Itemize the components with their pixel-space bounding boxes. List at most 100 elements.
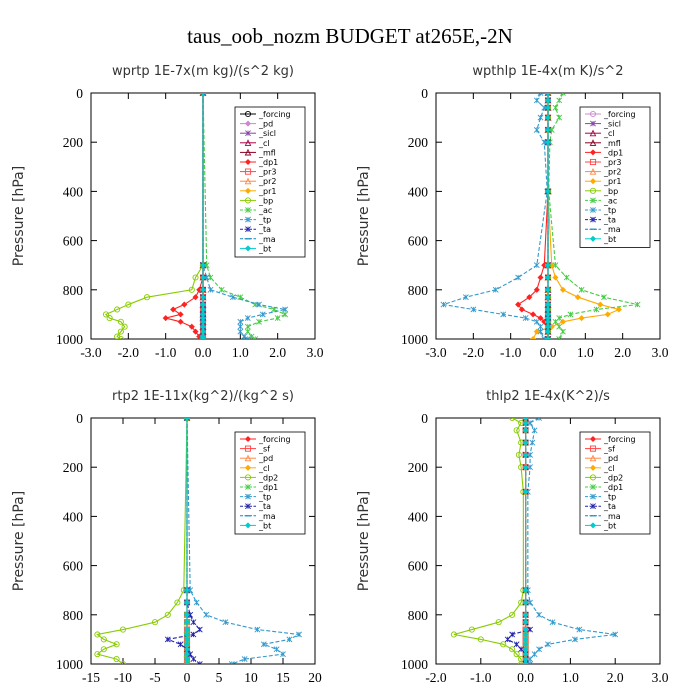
legend-marker — [589, 454, 597, 462]
legend-marker — [244, 120, 252, 127]
legend-item: _sicl — [240, 129, 276, 138]
data-point — [470, 306, 477, 313]
legend-label: _cl — [603, 129, 615, 138]
series-line-dp2 — [96, 418, 188, 664]
data-point — [125, 301, 132, 308]
legend-label: _ma — [603, 225, 621, 234]
plot-frame — [435, 417, 661, 665]
x-tick-label: 1.0 — [232, 345, 249, 360]
legend-marker — [589, 110, 597, 118]
data-point — [559, 318, 566, 325]
legend-item: _mfl — [240, 148, 276, 157]
y-axis-label: Pressure [hPa] — [11, 166, 27, 266]
y-tick-label: 0 — [76, 86, 83, 101]
data-point — [571, 636, 578, 643]
data-point — [544, 335, 552, 339]
legend-label: _bt — [258, 244, 271, 253]
data-point — [527, 451, 533, 458]
panel-title: thlp2 1E-4x(K^2)/s — [486, 389, 610, 404]
legend-marker — [245, 484, 251, 490]
data-point — [218, 286, 225, 293]
legend-label: _pd — [258, 120, 273, 129]
data-point — [162, 315, 169, 322]
series-group — [94, 418, 302, 664]
legend-marker — [244, 522, 252, 529]
legend-item: _bt — [585, 235, 616, 244]
data-point — [274, 315, 281, 322]
legend-marker — [244, 445, 252, 452]
data-point — [244, 323, 251, 330]
legend-item: _forcing — [585, 110, 636, 119]
data-point — [199, 262, 207, 269]
data-point — [634, 301, 641, 308]
legend-item: _ma — [240, 512, 276, 521]
data-point — [522, 599, 529, 606]
data-point — [100, 646, 107, 653]
legend-label: _dp1 — [603, 148, 623, 157]
data-point — [450, 631, 457, 638]
panel-title: wprtp 1E-7x(m kg)/(s^2 kg) — [112, 64, 294, 79]
legend-marker — [244, 158, 252, 166]
y-tick-label: 200 — [63, 460, 84, 475]
data-point — [177, 641, 184, 648]
data-point — [513, 651, 520, 658]
legend-label: _pd — [603, 454, 618, 463]
legend-item: _dp1 — [585, 483, 623, 492]
data-point — [593, 306, 600, 313]
legend-marker — [245, 207, 251, 213]
x-tick-label: 15 — [276, 670, 290, 685]
data-point — [522, 660, 529, 664]
data-point — [248, 333, 255, 339]
data-point — [515, 451, 522, 458]
legend-marker — [244, 139, 252, 146]
data-point — [113, 656, 120, 663]
data-point — [114, 306, 121, 313]
data-point — [522, 488, 529, 495]
data-point — [509, 611, 516, 618]
legend-label: _ma — [258, 235, 276, 244]
legend-item: _dp2 — [585, 473, 623, 482]
data-point — [237, 323, 244, 330]
x-tick-label: 3.0 — [652, 345, 669, 360]
legend-label: _bt — [258, 521, 271, 530]
data-point — [552, 274, 559, 281]
data-point — [509, 631, 516, 638]
x-tick-label: 5 — [216, 670, 223, 685]
x-tick-label: 0 — [184, 670, 191, 685]
data-point — [229, 294, 236, 301]
series-line-ta — [165, 418, 201, 664]
y-tick-label: 1000 — [401, 332, 428, 347]
legend-label: _forcing — [603, 110, 636, 119]
legend-marker — [590, 484, 596, 490]
data-point — [222, 619, 229, 626]
legend-item: _cl — [240, 464, 270, 473]
y-tick-label: 400 — [408, 509, 429, 524]
legend-item: _pr1 — [240, 187, 276, 196]
data-point — [119, 626, 127, 633]
legend-label: _dp1 — [603, 483, 623, 492]
data-point — [237, 328, 244, 335]
y-tick-label: 400 — [63, 509, 84, 524]
legend-item: _pr3 — [585, 158, 621, 167]
y-tick-label: 1000 — [56, 332, 83, 347]
legend-label: _pd — [258, 454, 273, 463]
data-point — [164, 611, 171, 618]
data-point — [544, 93, 552, 97]
data-point — [556, 97, 563, 104]
legend-item: _ta — [240, 502, 271, 511]
legend-item: _bt — [240, 244, 271, 253]
data-point — [536, 646, 542, 653]
legend-marker — [589, 235, 597, 242]
data-point — [196, 626, 203, 633]
y-tick-label: 1000 — [401, 657, 428, 672]
data-point — [94, 631, 101, 638]
data-point — [440, 301, 447, 308]
chart-panel-3: rtp2 1E-11x(kg^2)/(kg^2 s) Pressure [hPa]… — [11, 389, 322, 685]
data-point — [121, 323, 128, 330]
data-point — [559, 286, 566, 293]
x-tick-label: 1.0 — [562, 670, 579, 685]
legend-marker — [589, 187, 597, 194]
legend-label: _mfl — [258, 148, 276, 157]
legend-item: _dp1 — [240, 158, 278, 167]
legend-label: _ma — [258, 512, 276, 521]
